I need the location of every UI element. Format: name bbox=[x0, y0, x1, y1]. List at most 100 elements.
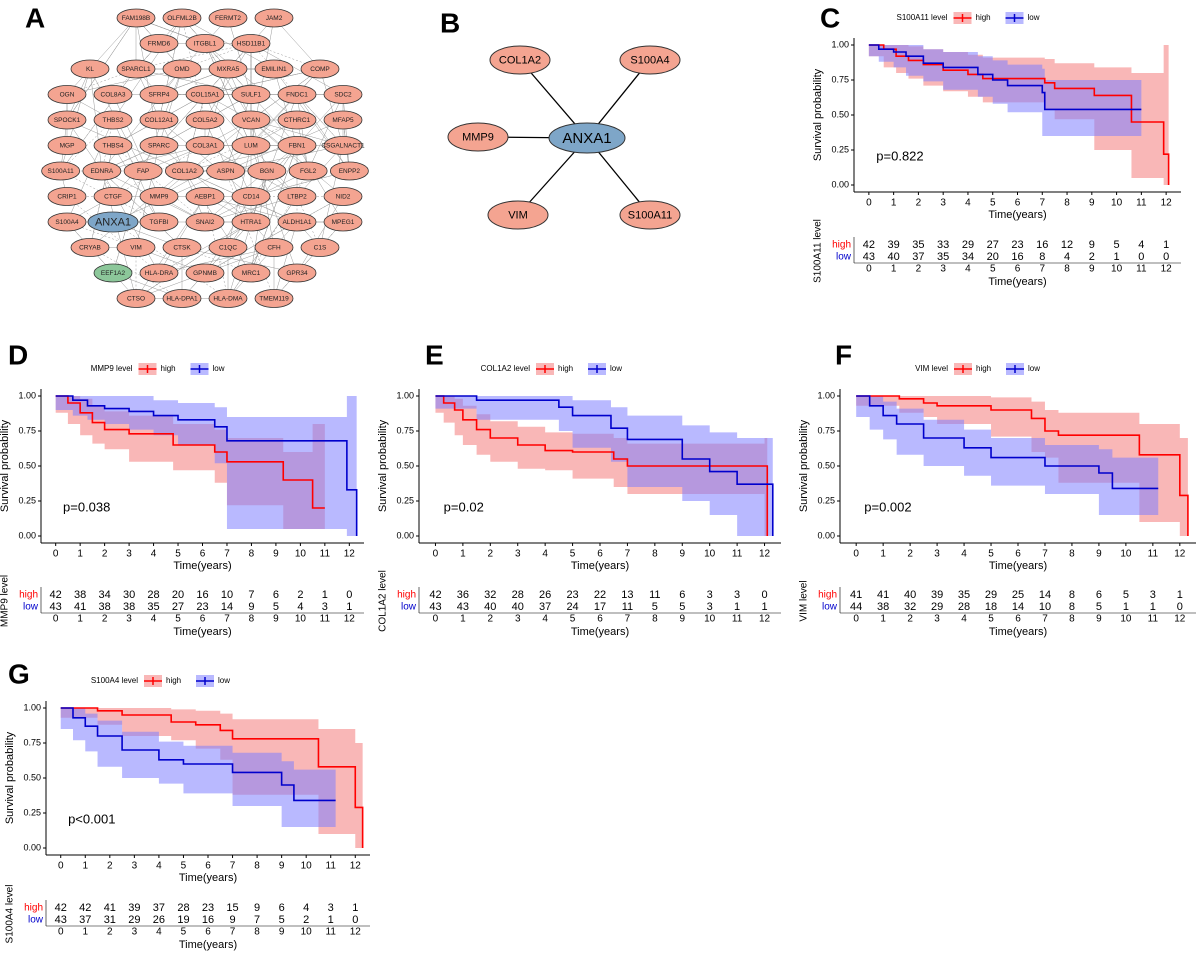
node-shape bbox=[231, 263, 271, 283]
legend-label: low bbox=[218, 676, 230, 685]
y-axis-title: Survival probability bbox=[4, 731, 16, 824]
survival-curve bbox=[856, 395, 1189, 536]
node-label: MGP bbox=[60, 143, 75, 150]
network-node: OLFML2B bbox=[162, 8, 202, 28]
legend-label: high bbox=[976, 13, 991, 22]
node-label: CSGALNACT1 bbox=[321, 143, 365, 150]
risk-count: 1 bbox=[346, 601, 352, 613]
risk-time-label: 9 bbox=[1096, 614, 1102, 625]
p-value: p=0.038 bbox=[63, 499, 110, 514]
y-tick-label: 0.00 bbox=[18, 530, 36, 540]
risk-count: 26 bbox=[153, 914, 165, 926]
risk-count: 19 bbox=[177, 914, 189, 926]
risk-count: 4 bbox=[303, 902, 309, 914]
network-node: EEF1A2 bbox=[93, 263, 133, 283]
risk-count: 7 bbox=[254, 914, 260, 926]
confidence-band bbox=[868, 45, 1142, 136]
risk-time-label: 12 bbox=[350, 927, 362, 938]
risk-count: 4 bbox=[1064, 251, 1070, 263]
risk-count: 40 bbox=[888, 251, 900, 263]
y-tick-label: 1.00 bbox=[831, 39, 849, 49]
node-label: CTHRC1 bbox=[284, 117, 311, 124]
edge bbox=[60, 170, 160, 223]
node-shape bbox=[139, 110, 179, 130]
risk-count: 29 bbox=[962, 239, 974, 251]
risk-count: 38 bbox=[123, 601, 135, 613]
risk-time-label: 5 bbox=[181, 927, 187, 938]
risk-count: 41 bbox=[104, 902, 116, 914]
y-tick-label: 0.50 bbox=[817, 460, 835, 470]
network-node: FNDC1 bbox=[277, 85, 317, 104]
y-tick-label: 0.75 bbox=[396, 425, 414, 435]
node-label: MFAP5 bbox=[332, 117, 354, 124]
x-tick-label: 6 bbox=[1015, 549, 1021, 560]
y-tick-label: 0.50 bbox=[396, 460, 414, 470]
legend-label: high bbox=[166, 676, 181, 685]
x-tick-label: 2 bbox=[916, 198, 922, 209]
x-tick-label: 11 bbox=[326, 861, 337, 872]
risk-time-label: 8 bbox=[254, 927, 260, 938]
node-label: S100A4 bbox=[55, 219, 79, 226]
x-tick-label: 8 bbox=[1064, 198, 1070, 209]
risk-count: 16 bbox=[196, 589, 208, 601]
node-label: SPOCK1 bbox=[54, 117, 81, 124]
risk-time-label: 12 bbox=[1161, 264, 1173, 275]
risk-count: 41 bbox=[74, 601, 86, 613]
node-label: ITGBL1 bbox=[194, 41, 217, 48]
node-shape bbox=[277, 85, 317, 104]
x-tick-label: 6 bbox=[200, 549, 206, 560]
node-shape bbox=[300, 59, 340, 79]
risk-time-label: 11 bbox=[320, 614, 331, 625]
node-label: FRMD6 bbox=[148, 41, 171, 48]
node-shape bbox=[277, 212, 317, 232]
risk-count: 2 bbox=[303, 914, 309, 926]
risk-time-label: 3 bbox=[934, 614, 940, 625]
edge bbox=[296, 145, 344, 223]
node-shape bbox=[93, 263, 133, 283]
node-label: LTBP2 bbox=[287, 194, 307, 201]
node-shape bbox=[41, 161, 81, 181]
network-node: VIM bbox=[116, 238, 156, 257]
partner-node bbox=[619, 45, 681, 75]
risk-count: 12 bbox=[1061, 239, 1073, 251]
legend-title: VIM level bbox=[915, 364, 948, 373]
confidence-band bbox=[60, 708, 336, 827]
node-label: VCAN bbox=[242, 117, 260, 124]
legend-title: MMP9 level bbox=[91, 364, 133, 373]
node-shape bbox=[162, 289, 202, 308]
edge bbox=[184, 145, 298, 172]
legend-label: high bbox=[976, 364, 991, 373]
risk-time-label: 4 bbox=[151, 614, 157, 625]
x-tick-label: 8 bbox=[249, 549, 255, 560]
partner-label: S100A11 bbox=[628, 209, 672, 221]
node-label: CFH bbox=[267, 245, 281, 252]
network-node: TGFBI bbox=[139, 212, 179, 232]
x-tick-label: 0 bbox=[433, 549, 439, 560]
node-label: FNDC1 bbox=[286, 92, 308, 99]
survival-curve bbox=[868, 44, 1142, 111]
x-tick-label: 9 bbox=[1089, 198, 1095, 209]
edge bbox=[319, 68, 344, 146]
legend-label: low bbox=[1028, 364, 1040, 373]
edge bbox=[158, 17, 229, 95]
risk-count: 6 bbox=[279, 902, 285, 914]
node-label: SNAI2 bbox=[196, 219, 215, 226]
risk-count: 5 bbox=[679, 601, 685, 613]
x-tick-label: 0 bbox=[866, 198, 872, 209]
network-node: FAM198B bbox=[116, 8, 156, 28]
node-shape bbox=[185, 263, 225, 283]
edge bbox=[101, 170, 183, 248]
network-node: ALDH1A1 bbox=[277, 212, 317, 232]
x-tick-label: 1 bbox=[880, 549, 886, 560]
p-value: p<0.001 bbox=[68, 811, 115, 826]
x-tick-label: 4 bbox=[961, 549, 967, 560]
node-shape bbox=[185, 212, 225, 232]
node-shape bbox=[116, 238, 156, 257]
x-tick-label: 2 bbox=[107, 861, 113, 872]
risk-count: 0 bbox=[761, 589, 767, 601]
x-axis-title: Time(years) bbox=[173, 626, 231, 638]
edge bbox=[250, 43, 344, 95]
risk-time-label: 7 bbox=[224, 614, 230, 625]
risk-count: 9 bbox=[1089, 239, 1095, 251]
x-tick-label: 5 bbox=[990, 198, 996, 209]
